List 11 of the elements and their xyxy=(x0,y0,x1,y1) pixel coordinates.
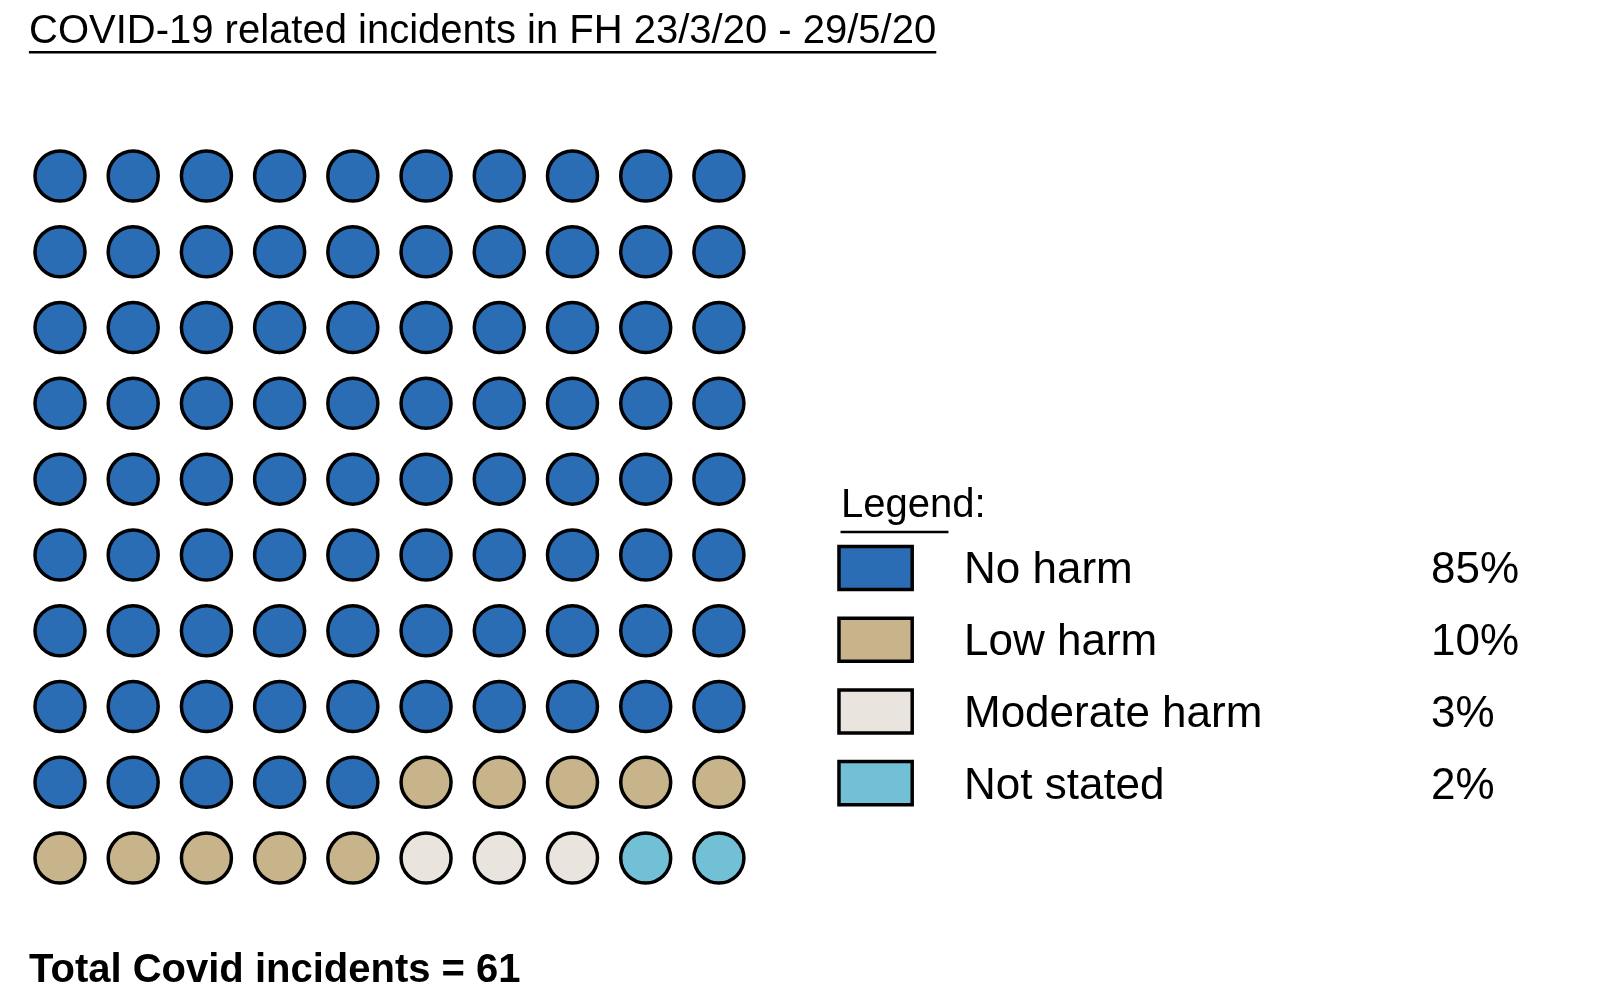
data-label: 85% xyxy=(1431,543,1520,592)
category-label: Moderate harm xyxy=(964,687,1263,736)
category-label: No harm xyxy=(964,543,1133,592)
data-label: 3% xyxy=(1431,687,1495,736)
data-label: 10% xyxy=(1431,615,1520,664)
data-label: 2% xyxy=(1431,759,1495,808)
legend-title: Legend: xyxy=(841,481,986,525)
text: COVID-19 related incidents in FH 23/3/20 - 29/5/20 xyxy=(29,7,937,51)
category-label: Low harm xyxy=(964,615,1158,664)
category-label: Not stated xyxy=(964,759,1165,808)
text: Total Covid incidents = 61 xyxy=(29,946,521,990)
